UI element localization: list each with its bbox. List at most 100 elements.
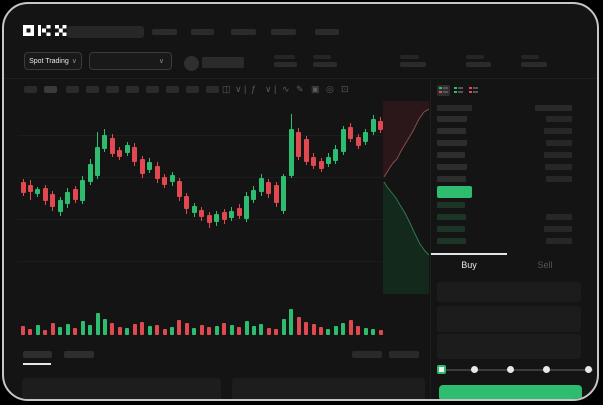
volume-bar: [80, 321, 85, 335]
orderbook-asks-icon[interactable]: [467, 85, 480, 96]
chart-footer-tab[interactable]: [23, 351, 52, 358]
chevron-down-icon[interactable]: ∨: [265, 84, 272, 94]
order-input-field[interactable]: [437, 306, 581, 332]
slider-stop-dot[interactable]: [470, 366, 478, 373]
volume-bar: [229, 325, 234, 335]
stat-label: [466, 55, 484, 59]
ask-price-bar[interactable]: [437, 176, 466, 182]
icon-row-color: [439, 87, 442, 89]
fullscreen-icon[interactable]: ⊡: [341, 84, 349, 94]
bottom-panel[interactable]: [22, 378, 221, 399]
buy-submit-button[interactable]: [439, 385, 582, 399]
candle-body: [95, 147, 100, 176]
amount-slider[interactable]: [437, 362, 593, 380]
ask-price-bar[interactable]: [437, 140, 467, 146]
depth-chart[interactable]: [383, 101, 429, 294]
market-type-dropdown[interactable]: Spot Trading ∨: [24, 52, 82, 70]
timeframe-button[interactable]: [24, 86, 37, 93]
order-input-field[interactable]: [437, 282, 581, 302]
timeframe-button[interactable]: [126, 86, 139, 93]
orderbook-col-header-price: [437, 105, 472, 111]
okx-logo[interactable]: [23, 25, 70, 37]
candle-body: [35, 189, 41, 194]
slider-stop-dot[interactable]: [584, 366, 592, 373]
volume-bar: [192, 328, 197, 335]
order-input-field[interactable]: [437, 334, 581, 359]
last-price-highlight[interactable]: [437, 186, 472, 198]
ask-price-bar[interactable]: [437, 128, 466, 134]
timeframe-button[interactable]: [44, 86, 57, 93]
volume-bar: [162, 329, 167, 335]
pair-selector-dropdown[interactable]: ∨: [89, 52, 172, 70]
volume-bar: [125, 328, 130, 335]
volume-bar: [222, 323, 227, 335]
bid-price-bar[interactable]: [437, 226, 465, 232]
draw-tool-icon[interactable]: ✎: [296, 84, 304, 94]
icon-row-color: [469, 87, 472, 89]
slider-stop-dot[interactable]: [542, 366, 550, 373]
candle-body: [258, 178, 264, 192]
chart-gridline: [18, 219, 382, 220]
footer-control[interactable]: [389, 351, 419, 358]
timeframe-button[interactable]: [106, 86, 119, 93]
candle-body: [117, 150, 123, 157]
orderbook-bids-icon[interactable]: [452, 85, 465, 96]
pair-name-placeholder[interactable]: [202, 57, 244, 68]
volume-bar: [177, 320, 182, 335]
footer-control[interactable]: [352, 351, 382, 358]
candle-body: [65, 192, 71, 204]
candle-body: [296, 132, 302, 157]
ask-price-bar[interactable]: [437, 116, 467, 122]
timeframe-button[interactable]: [66, 86, 79, 93]
bid-price-bar[interactable]: [437, 214, 466, 220]
chart-type-icon[interactable]: ◫: [222, 84, 231, 94]
bottom-panel[interactable]: [232, 378, 425, 399]
tab-sell[interactable]: Sell: [537, 260, 553, 270]
nav-item[interactable]: [152, 29, 177, 35]
bid-price-bar[interactable]: [437, 238, 466, 244]
indicators-icon[interactable]: ƒ: [251, 84, 257, 94]
timeframe-button[interactable]: [86, 86, 99, 93]
icon-row-color: [454, 87, 457, 89]
search-input[interactable]: [67, 26, 144, 38]
volume-bar: [110, 323, 115, 335]
volume-bar: [304, 322, 309, 335]
stat-label: [274, 55, 295, 59]
candle-body: [363, 132, 369, 142]
tab-buy[interactable]: Buy: [461, 260, 477, 270]
ask-price-bar[interactable]: [437, 164, 467, 170]
nav-item[interactable]: [315, 29, 339, 35]
slider-stop-dot[interactable]: [506, 366, 514, 373]
candle-body: [139, 159, 145, 174]
chevron-down-icon[interactable]: ∨: [235, 84, 242, 94]
volume-bar: [237, 327, 242, 335]
timeframe-button[interactable]: [186, 86, 199, 93]
timeframe-button[interactable]: [146, 86, 159, 93]
candle-body: [20, 182, 26, 193]
timeframe-button[interactable]: [206, 86, 219, 93]
timeframe-button[interactable]: [166, 86, 179, 93]
stat-value: [466, 62, 491, 67]
line-tool-icon[interactable]: ∿: [282, 84, 290, 94]
icon-row-line: [473, 87, 478, 89]
icon-row-line: [443, 91, 448, 93]
chart-gridline: [18, 261, 382, 262]
candle-body: [184, 196, 190, 209]
nav-item[interactable]: [271, 29, 296, 35]
settings-icon[interactable]: ◎: [326, 84, 334, 94]
slider-track: [441, 369, 593, 371]
bid-price-bar[interactable]: [437, 202, 465, 208]
chart-footer-tab[interactable]: [64, 351, 94, 358]
candle-body: [162, 177, 168, 185]
orderbook-combined-icon[interactable]: [437, 85, 450, 96]
volume-bar: [214, 326, 219, 335]
screenshot-icon[interactable]: ▣: [311, 84, 320, 94]
nav-item[interactable]: [191, 29, 214, 35]
ask-price-bar[interactable]: [437, 152, 465, 158]
candlestick-chart[interactable]: [4, 4, 430, 399]
candle-body: [370, 119, 376, 132]
slider-handle[interactable]: [437, 365, 446, 374]
icon-row-line: [458, 91, 463, 93]
stat-value: [400, 62, 426, 67]
nav-item[interactable]: [231, 29, 256, 35]
